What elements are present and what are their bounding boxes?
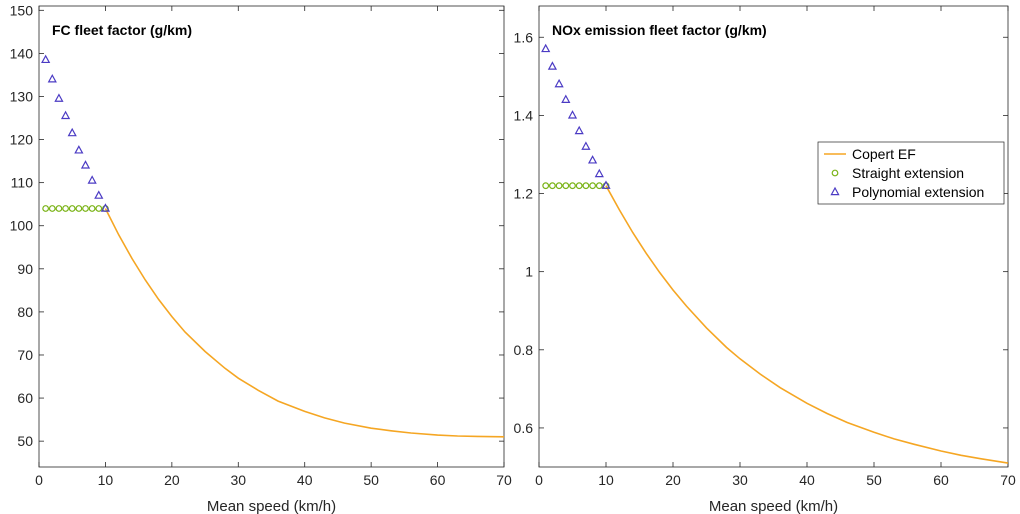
data-point-polynomial-extension <box>80 160 91 169</box>
y-tick-label: 60 <box>17 390 33 406</box>
data-point-polynomial-extension <box>541 43 551 53</box>
x-tick-label: 70 <box>1000 472 1016 488</box>
data-point-polynomial-extension <box>74 145 84 154</box>
x-tick-label: 0 <box>535 472 543 488</box>
data-point-straight-extension <box>569 182 576 190</box>
x-axis-label: Mean speed (km/h) <box>207 498 336 514</box>
series-line-copert-ef <box>605 185 1009 464</box>
data-point-polynomial-extension <box>567 110 578 119</box>
x-tick-label: 30 <box>732 472 748 488</box>
data-point-straight-extension <box>582 182 590 190</box>
data-point-polynomial-extension <box>94 190 104 199</box>
chart-1: 0 10 20 30 40 50 60 70 50 60 70 80 90 100 110 120 130 140… <box>10 2 512 514</box>
y-tick-label: 0.6 <box>514 420 534 436</box>
x-tick-label: 20 <box>164 472 180 488</box>
y-tick-label: 100 <box>10 218 34 234</box>
y-tick-label: 80 <box>17 304 33 320</box>
data-point-polynomial-extension <box>47 73 57 83</box>
data-point-straight-extension <box>62 205 69 212</box>
data-point-polynomial-extension <box>587 155 598 164</box>
data-point-straight-extension <box>42 205 50 212</box>
y-tick-label: 1.2 <box>514 186 534 202</box>
legend-swatch-circle <box>831 169 839 177</box>
y-tick-label: 70 <box>17 347 33 363</box>
data-point-polynomial-extension <box>561 94 571 103</box>
data-point-polynomial-extension <box>547 61 558 70</box>
data-point-straight-extension <box>82 205 89 212</box>
data-point-polynomial-extension <box>594 168 604 178</box>
legend-entry: Straight extension <box>852 165 964 181</box>
legend-entry: Polynomial extension <box>852 184 984 200</box>
y-tick-label: 130 <box>10 88 34 104</box>
data-point-polynomial-extension <box>60 110 71 120</box>
data-point-straight-extension <box>562 182 570 190</box>
data-point-straight-extension <box>88 205 96 212</box>
x-tick-label: 0 <box>35 472 43 488</box>
data-point-straight-extension <box>555 182 563 190</box>
legend-box <box>817 141 1005 205</box>
data-point-straight-extension <box>589 182 596 190</box>
chart-title: NOx emission fleet factor (g/km) <box>552 22 767 38</box>
y-tick-label: 50 <box>17 433 33 449</box>
x-tick-label: 20 <box>665 472 681 488</box>
y-tick-label: 120 <box>10 132 34 148</box>
plot-area <box>538 5 1009 468</box>
data-point-straight-extension <box>68 205 76 212</box>
x-axis-label: Mean speed (km/h) <box>709 498 838 514</box>
x-tick-label: 60 <box>430 472 446 488</box>
y-tick-label: 90 <box>17 261 33 277</box>
data-point-straight-extension <box>75 205 83 212</box>
data-point-polynomial-extension <box>574 125 584 135</box>
y-tick-label: 140 <box>10 45 34 61</box>
x-tick-label: 10 <box>98 472 114 488</box>
legend: Copert EF Straight extension Polynomial ex… <box>817 141 1005 205</box>
y-tick-label: 1.6 <box>514 29 534 45</box>
x-tick-label: 40 <box>297 472 313 488</box>
data-point-polynomial-extension <box>67 127 77 137</box>
data-point-straight-extension <box>48 205 56 212</box>
data-point-polynomial-extension <box>581 141 591 150</box>
chart-title: FC fleet factor (g/km) <box>52 22 192 38</box>
data-point-polynomial-extension <box>87 175 97 184</box>
x-tick-label: 60 <box>933 472 949 488</box>
data-point-straight-extension <box>575 182 583 190</box>
y-tick-label: 0.8 <box>514 342 534 358</box>
data-point-straight-extension <box>542 182 550 190</box>
plot-area <box>38 5 505 468</box>
x-tick-label: 70 <box>496 472 512 488</box>
y-tick-label: 150 <box>10 2 34 18</box>
x-tick-label: 50 <box>363 472 379 488</box>
data-point-straight-extension <box>55 205 63 212</box>
series-line-copert-ef <box>104 208 505 438</box>
legend-entry: Copert EF <box>852 146 916 162</box>
data-point-polynomial-extension <box>41 54 51 64</box>
y-tick-label: 1.4 <box>514 107 534 123</box>
data-point-straight-extension <box>95 205 103 212</box>
x-tick-label: 40 <box>799 472 815 488</box>
x-tick-label: 30 <box>230 472 246 488</box>
data-point-straight-extension <box>549 182 556 190</box>
data-point-polynomial-extension <box>100 203 111 212</box>
legend-swatch-triangle <box>830 186 840 196</box>
y-tick-label: 110 <box>11 175 34 191</box>
data-point-straight-extension <box>595 182 603 190</box>
data-point-polynomial-extension <box>601 180 611 189</box>
chart-2: 0 10 20 30 40 50 60 70 0.6 0.8 1 1.2 1.4 1.6 Mean spee… <box>514 5 1016 514</box>
x-tick-label: 10 <box>598 472 614 488</box>
x-tick-label: 50 <box>866 472 882 488</box>
data-point-polynomial-extension <box>554 78 564 88</box>
data-point-polynomial-extension <box>54 93 64 102</box>
y-tick-label: 1 <box>525 264 533 280</box>
